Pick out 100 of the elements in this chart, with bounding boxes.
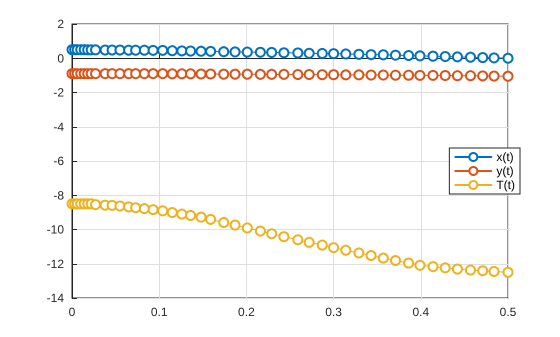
- point: [353, 48, 364, 60]
- point: [304, 236, 315, 248]
- point: [378, 70, 389, 81]
- point: [502, 266, 514, 278]
- point: [138, 203, 150, 214]
- point: [148, 204, 159, 216]
- point: [465, 264, 476, 276]
- point: [452, 51, 463, 62]
- x-tick-label: 0.2: [238, 305, 256, 319]
- legend-label: y(t): [496, 164, 514, 178]
- point: [130, 68, 142, 80]
- legend-label: x(t): [496, 150, 514, 164]
- point: [242, 68, 253, 80]
- point: [266, 68, 278, 80]
- x-tick-label: 0.1: [150, 305, 168, 319]
- point: [488, 52, 500, 64]
- point: [218, 46, 230, 58]
- point: [366, 250, 377, 262]
- point: [230, 46, 241, 58]
- point: [166, 207, 178, 218]
- x-tick-label: 0.4: [412, 305, 430, 319]
- point: [440, 51, 451, 62]
- point: [176, 45, 188, 56]
- point: [230, 220, 241, 231]
- point: [176, 208, 188, 220]
- x-tick-label: 0: [68, 305, 76, 319]
- point: [266, 228, 278, 240]
- point: [477, 70, 488, 82]
- point: [304, 48, 315, 59]
- point: [292, 47, 304, 58]
- point: [254, 46, 266, 58]
- point: [477, 52, 488, 64]
- point: [328, 69, 340, 80]
- point: [218, 216, 230, 228]
- point: [130, 44, 142, 56]
- point: [292, 234, 304, 246]
- point: [196, 68, 207, 80]
- point: [157, 68, 168, 80]
- point: [366, 49, 377, 60]
- point: [440, 262, 451, 274]
- point: [292, 69, 304, 80]
- point: [390, 255, 402, 266]
- point: [114, 44, 126, 56]
- point: [90, 199, 102, 210]
- point: [502, 52, 514, 64]
- point: [90, 44, 102, 56]
- y-tick-label: -4: [53, 120, 64, 134]
- point: [185, 46, 196, 57]
- y-tick-label: -8: [53, 188, 64, 202]
- point: [428, 261, 439, 272]
- point: [403, 50, 414, 62]
- point: [502, 70, 514, 82]
- point: [353, 247, 364, 258]
- y-tick-label: -10: [46, 222, 64, 236]
- point: [138, 44, 150, 56]
- point: [403, 70, 414, 81]
- point: [328, 48, 340, 60]
- point: [452, 264, 463, 275]
- y-tick-label: -12: [46, 256, 64, 271]
- point: [266, 46, 278, 58]
- point: [148, 68, 159, 80]
- point: [166, 68, 178, 80]
- point: [465, 70, 476, 82]
- point: [328, 242, 340, 254]
- point: [218, 68, 230, 80]
- point: [205, 214, 216, 225]
- point: [390, 70, 402, 81]
- point: [414, 50, 426, 62]
- point: [403, 258, 414, 269]
- point: [378, 49, 389, 60]
- point: [488, 266, 500, 277]
- point: [440, 70, 451, 82]
- point: [242, 222, 253, 234]
- point: [428, 70, 439, 81]
- y-tick-label: -6: [53, 154, 64, 168]
- point: [114, 200, 126, 212]
- point: [176, 68, 188, 80]
- y-tick-label: 2: [57, 17, 64, 31]
- y-tick-label: -14: [46, 291, 64, 305]
- point: [90, 68, 102, 80]
- point: [254, 226, 266, 237]
- point: [414, 70, 426, 81]
- point: [278, 231, 290, 242]
- point: [148, 44, 159, 56]
- point: [390, 50, 402, 61]
- point: [157, 44, 168, 56]
- point: [488, 70, 500, 82]
- point: [340, 48, 352, 60]
- point: [316, 48, 328, 59]
- point: [278, 47, 290, 58]
- point: [185, 210, 196, 221]
- point: [157, 205, 168, 216]
- point: [114, 68, 126, 80]
- point: [196, 46, 207, 57]
- point: [130, 202, 142, 214]
- point: [166, 45, 178, 56]
- point: [414, 260, 426, 271]
- point: [205, 68, 216, 80]
- point: [242, 46, 253, 58]
- point: [477, 265, 488, 276]
